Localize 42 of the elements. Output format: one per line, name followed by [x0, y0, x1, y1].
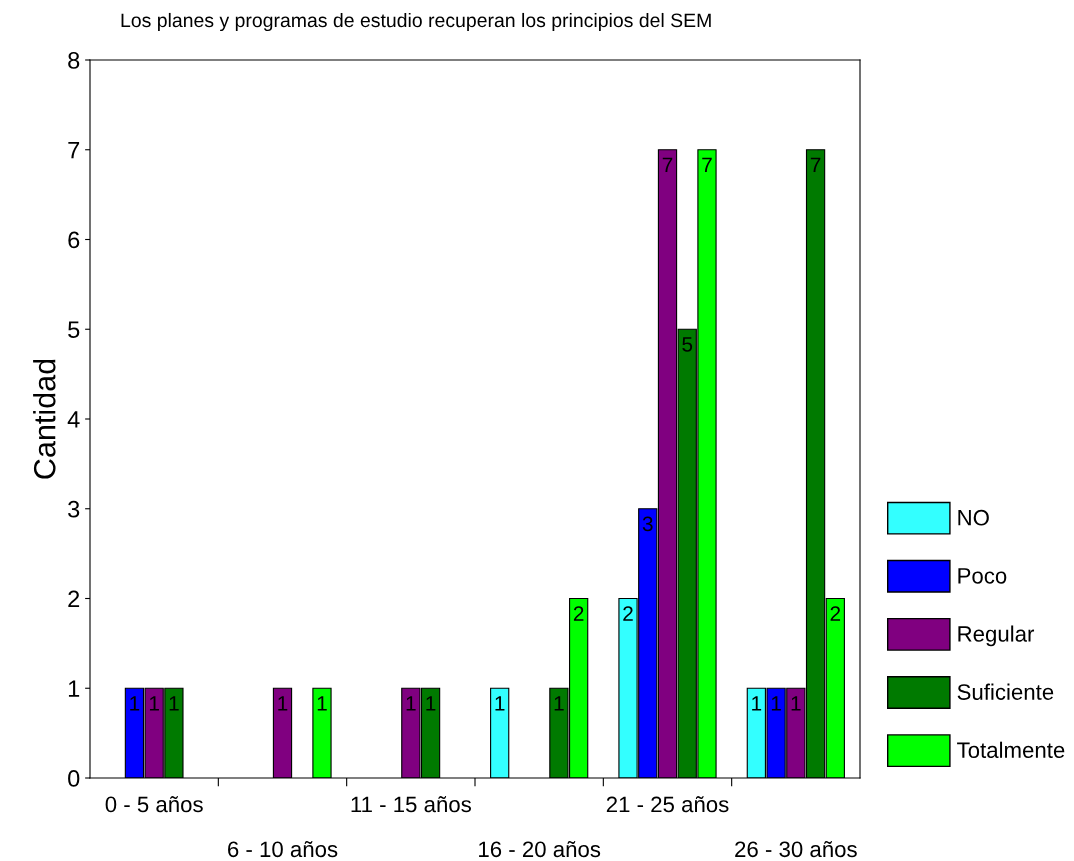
data-label: 1: [791, 696, 801, 711]
x-tick-label: 21 - 25 años: [606, 796, 729, 813]
data-label: 1: [130, 696, 140, 711]
data-label: 1: [554, 696, 564, 711]
y-tick-label: 2: [68, 590, 80, 608]
data-label: 7: [702, 157, 712, 173]
x-tick-label: 6 - 10 años: [228, 840, 338, 858]
y-tick-label: 0: [68, 770, 80, 787]
x-tick-label: 0 - 5 años: [105, 796, 203, 813]
data-label: 1: [406, 696, 416, 711]
data-label: 7: [662, 157, 673, 173]
y-tick-label: 4: [67, 411, 80, 428]
legend-label: Regular: [958, 625, 1035, 647]
y-tick-label: 7: [68, 142, 80, 159]
y-tick-label: 5: [68, 321, 80, 339]
chart-title: Los planes y programas de estudio recuperan los principios del SEM: [121, 12, 711, 32]
data-label: 2: [830, 606, 841, 621]
legend-label: Totalmente: [957, 741, 1065, 759]
y-tick-label: 1: [68, 680, 80, 697]
data-label: 1: [752, 696, 762, 711]
data-label: 1: [495, 696, 505, 711]
data-label: 1: [426, 696, 436, 711]
x-tick-label: 26 - 30 años: [735, 840, 857, 858]
data-label: 7: [810, 157, 821, 173]
data-label: 5: [682, 337, 693, 352]
legend-label: NO: [958, 509, 989, 526]
legend-label: Poco: [958, 568, 1007, 584]
data-label: 3: [642, 516, 653, 532]
data-label: 2: [623, 606, 633, 621]
y-axis-title: Cantidad: [33, 359, 56, 479]
x-tick-label: 16 - 20 años: [479, 840, 601, 858]
data-label: 1: [317, 696, 327, 711]
legend-label: Suficiente: [957, 683, 1054, 700]
y-tick-label: 3: [68, 500, 80, 518]
y-tick-label: 8: [68, 52, 80, 69]
data-label: 1: [771, 696, 781, 711]
x-tick-label: 11 - 15 años: [351, 796, 471, 813]
data-label: 1: [149, 696, 159, 711]
data-label: 2: [573, 606, 584, 621]
data-label: 1: [169, 696, 179, 711]
data-label: 1: [278, 696, 288, 711]
y-tick-label: 6: [68, 231, 80, 249]
